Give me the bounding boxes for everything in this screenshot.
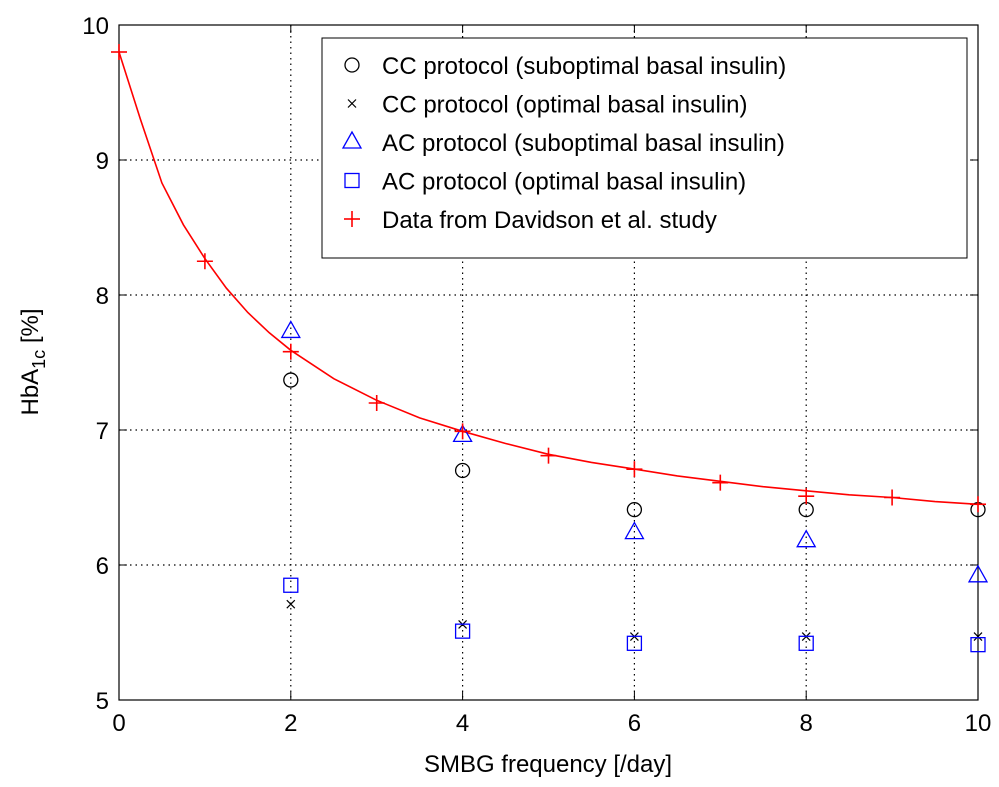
data-point bbox=[970, 496, 986, 513]
data-point bbox=[111, 44, 127, 60]
data-point bbox=[283, 372, 299, 388]
y-tick-label: 9 bbox=[96, 148, 109, 175]
marker-triangle bbox=[624, 521, 645, 540]
legend-label: AC protocol (optimal basal insulin) bbox=[382, 169, 746, 196]
x-tick-label: 4 bbox=[456, 710, 469, 737]
data-point bbox=[626, 635, 643, 651]
data-point bbox=[626, 461, 643, 478]
data-point bbox=[454, 423, 471, 440]
legend: CC protocol (suboptimal basal insulin) CC… bbox=[321, 37, 968, 259]
data-point bbox=[540, 447, 557, 464]
y-axis-label-suffix: [%] bbox=[17, 308, 44, 349]
marker-square bbox=[344, 172, 360, 189]
y-axis-label: HbA1c [%] bbox=[17, 308, 49, 415]
legend-marker bbox=[341, 130, 363, 149]
data-point bbox=[454, 462, 471, 479]
y-axis-label-prefix: HbA bbox=[17, 369, 44, 416]
y-axis-label-subscript: 1c bbox=[29, 350, 49, 369]
y-tick-label: 10 bbox=[82, 13, 109, 40]
marker-square bbox=[970, 637, 986, 653]
data-point bbox=[196, 253, 213, 270]
data-point bbox=[282, 343, 299, 360]
marker-triangle bbox=[280, 320, 301, 339]
marker-square bbox=[798, 635, 814, 651]
y-tick-label: 6 bbox=[96, 553, 109, 580]
series-plus bbox=[111, 44, 986, 513]
x-tick-label: 10 bbox=[965, 710, 992, 737]
data-point bbox=[283, 577, 299, 593]
data-point bbox=[967, 564, 989, 583]
series-square bbox=[283, 577, 986, 653]
legend-marker bbox=[344, 57, 360, 73]
data-point bbox=[798, 488, 815, 505]
legend-marker bbox=[344, 172, 360, 189]
series-layer bbox=[111, 44, 989, 653]
grid-layer bbox=[119, 25, 978, 700]
marker-x-stroke bbox=[973, 632, 983, 641]
legend-label: CC protocol (suboptimal basal insulin) bbox=[382, 53, 786, 80]
data-point bbox=[712, 474, 729, 491]
series-triangle bbox=[280, 320, 989, 583]
y-tick-label: 8 bbox=[96, 283, 109, 310]
marker-circle bbox=[626, 501, 643, 518]
marker-circle bbox=[344, 57, 360, 73]
x-tick-label: 6 bbox=[628, 710, 641, 737]
marker-triangle bbox=[796, 529, 817, 548]
tick-labels: 0 2 4 6 8 10 5 6 7 8 9 10 bbox=[82, 13, 991, 737]
axes-layer bbox=[118, 24, 979, 701]
marker-triangle bbox=[341, 130, 363, 149]
marker-x-stroke bbox=[286, 599, 296, 609]
y-tick-label: 7 bbox=[96, 418, 109, 445]
x-axis-label: SMBG frequency [/day] bbox=[424, 751, 672, 778]
legend-box bbox=[321, 37, 968, 259]
marker-triangle bbox=[967, 564, 989, 583]
data-point bbox=[798, 635, 814, 651]
legend-label: AC protocol (suboptimal basal insulin) bbox=[382, 130, 785, 157]
data-point bbox=[796, 529, 817, 548]
data-point bbox=[624, 521, 645, 540]
data-point bbox=[452, 424, 473, 443]
marker-square bbox=[626, 635, 643, 651]
legend-marker bbox=[347, 99, 357, 108]
data-point bbox=[454, 623, 471, 639]
data-point bbox=[626, 501, 643, 518]
axes-frame bbox=[118, 24, 979, 701]
y-tick-label: 5 bbox=[96, 688, 109, 715]
marker-x-stroke bbox=[347, 99, 357, 108]
data-point bbox=[970, 637, 986, 653]
data-point bbox=[884, 489, 901, 506]
x-tick-label: 2 bbox=[284, 710, 297, 737]
data-point bbox=[973, 632, 983, 641]
legend-label: CC protocol (optimal basal insulin) bbox=[382, 92, 747, 119]
marker-circle bbox=[454, 462, 471, 479]
marker-square bbox=[283, 577, 299, 593]
marker-square bbox=[454, 623, 471, 639]
data-point bbox=[280, 320, 301, 339]
x-tick-label: 8 bbox=[800, 710, 813, 737]
legend-marker bbox=[344, 211, 360, 227]
legend-label: Data from Davidson et al. study bbox=[382, 207, 717, 234]
marker-triangle bbox=[452, 424, 473, 443]
x-tick-label: 0 bbox=[112, 710, 125, 737]
data-point bbox=[368, 395, 385, 411]
marker-circle bbox=[283, 372, 299, 388]
data-point bbox=[286, 599, 296, 609]
